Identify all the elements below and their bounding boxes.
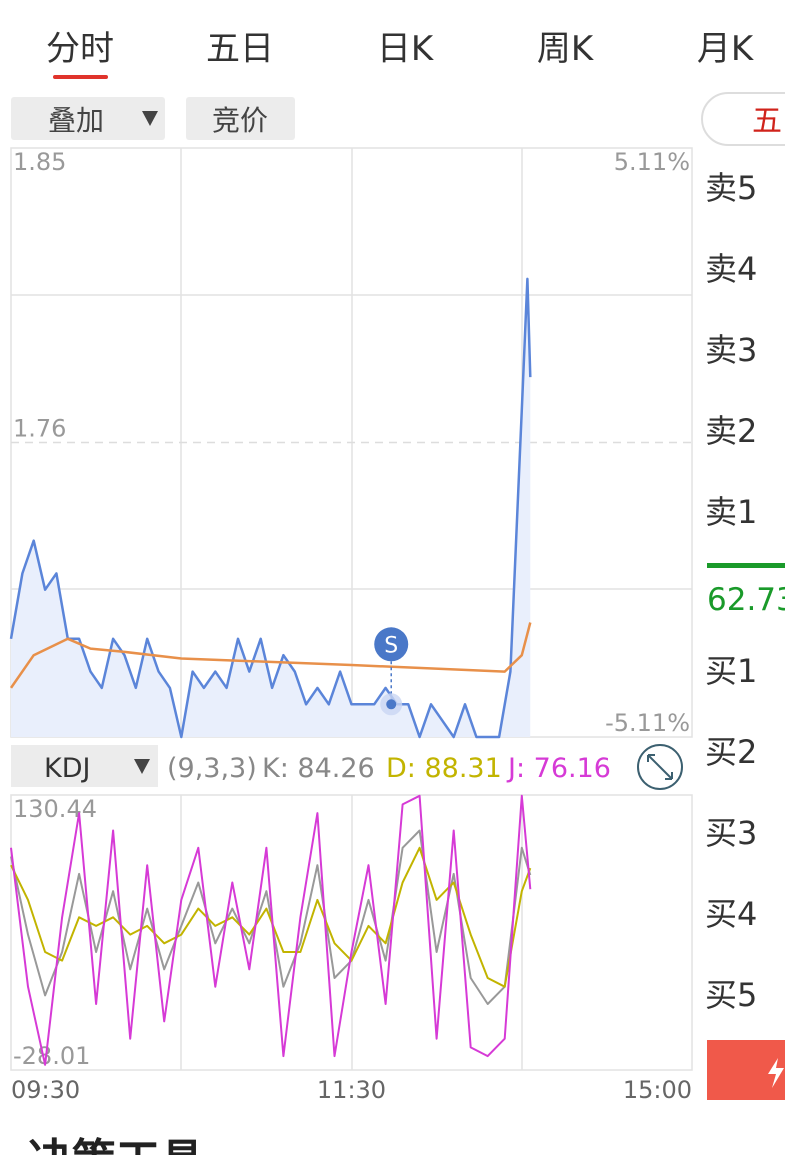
tab[interactable]: 日K xyxy=(377,29,435,69)
ask-label: 卖1 xyxy=(705,493,757,531)
five-tab-label: 五 xyxy=(752,104,782,139)
ask-label: 卖5 xyxy=(705,169,757,207)
indicator-name: KDJ xyxy=(44,753,90,784)
ask-label: 卖4 xyxy=(705,250,757,288)
auction-button[interactable] xyxy=(186,97,295,140)
series-line xyxy=(10,794,532,1066)
tab[interactable]: 月K xyxy=(697,29,755,69)
bid-label: 买2 xyxy=(705,733,757,771)
y-tick-label: 130.44 xyxy=(13,795,97,823)
series-line xyxy=(9,277,532,739)
area-fill xyxy=(11,278,531,737)
bolt-icon xyxy=(768,1058,784,1088)
legend-d: D: 88.31 xyxy=(386,753,502,784)
order-book: 卖5 卖4 卖3 卖2 卖1 买1 买2 买3 买4 买5 xyxy=(705,169,757,1014)
bid-label: 买5 xyxy=(705,976,757,1014)
x-tick-label: 15:00 xyxy=(623,1076,692,1104)
legend-j: J: 76.16 xyxy=(506,753,611,784)
dropdown-arrow xyxy=(134,759,150,774)
x-tick-label: 11:30 xyxy=(317,1076,386,1104)
bid-label: 买1 xyxy=(705,652,757,690)
tab[interactable]: 分时 xyxy=(46,29,114,69)
bid-label: 买4 xyxy=(705,895,757,933)
x-tick-label: 09:30 xyxy=(11,1076,80,1104)
annotation-text: S xyxy=(384,633,398,658)
footer-title: 决策工具 xyxy=(28,1135,204,1155)
current-price: 62.73 xyxy=(707,582,785,618)
y-tick-label: 1.76 xyxy=(13,415,66,443)
ask-label: 卖3 xyxy=(705,331,757,369)
bid-label: 买3 xyxy=(705,814,757,852)
annotation-point xyxy=(386,699,397,710)
indicator-dropdown[interactable] xyxy=(11,745,158,787)
tab-indicator xyxy=(53,75,108,79)
series-line xyxy=(10,846,532,988)
y-tick-label: 1.85 xyxy=(13,148,66,176)
overlay-button[interactable] xyxy=(11,97,165,140)
expand-icon[interactable] xyxy=(637,744,683,790)
series-line xyxy=(9,622,532,689)
tab[interactable]: 周K xyxy=(537,29,595,69)
y-tick-label: -28.01 xyxy=(13,1042,90,1070)
ask-label: 卖2 xyxy=(705,412,757,450)
tab[interactable]: 五日 xyxy=(206,29,274,69)
legend-k: K: 84.26 xyxy=(262,753,375,784)
kdj-grid xyxy=(10,794,693,1071)
auction-label: 竞价 xyxy=(212,104,268,137)
annotation-badge xyxy=(374,627,409,662)
dropdown-arrow xyxy=(142,111,158,126)
y2-tick-label: -5.11% xyxy=(605,709,690,737)
indicator-params: (9,3,3) xyxy=(167,753,257,784)
tab-bar: 分时 五日 日K 周K 月K xyxy=(46,29,755,69)
series-line xyxy=(10,829,532,1005)
five-tab-button[interactable] xyxy=(701,92,785,146)
y2-tick-label: 5.11% xyxy=(614,148,690,176)
overlay-label: 叠加 xyxy=(48,104,104,137)
price-bar xyxy=(707,563,785,568)
